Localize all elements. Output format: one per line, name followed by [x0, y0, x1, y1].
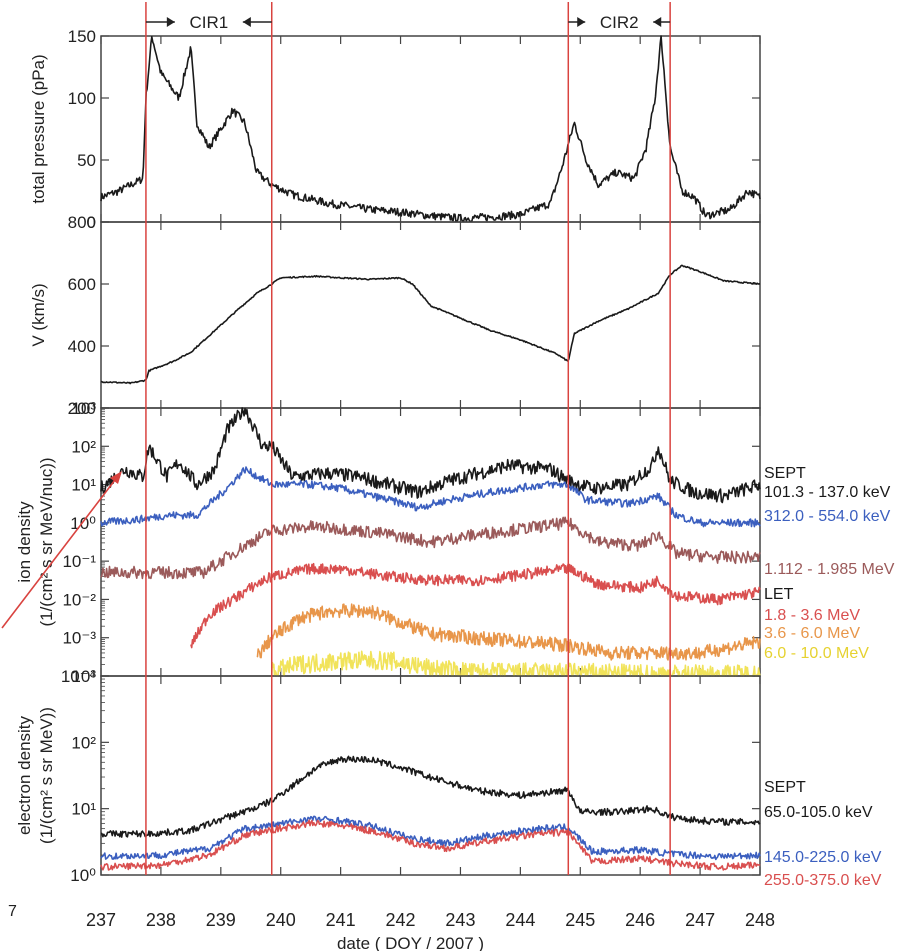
electron-series-label: 65.0-105.0 keV — [764, 804, 873, 821]
panel-electron: 10⁰ 10¹ 10² 10³ electron density (1/(cm² s sr… — [15, 667, 761, 885]
interval-cir2: CIR2 — [568, 13, 671, 32]
y-tick-label: 10³ — [71, 667, 96, 686]
series-line-electron-0 — [100, 755, 761, 838]
electron-series-label: 145.0-225.0 keV — [764, 849, 882, 866]
y-tick-label: 10⁻⁴ — [61, 667, 96, 686]
series-line-ion-1 — [100, 466, 761, 528]
x-tick-label: 238 — [146, 910, 176, 930]
series-line-ion-2 — [100, 516, 761, 580]
y-tick-label: 10² — [71, 437, 96, 456]
ion-series-label: SEPT — [764, 465, 806, 482]
y-axis-label-units: (1/(cm² s sr MeV)) — [37, 707, 56, 844]
panel-frame — [100, 675, 761, 876]
y-axis-label-units: (1/(cm² s sr MeV/nuc)) — [37, 457, 56, 626]
interval-arrowhead-left — [577, 17, 586, 27]
electron-series-label: 255.0-375.0 keV — [764, 872, 882, 889]
y-tick-label: 600 — [68, 275, 96, 294]
x-tick-label: 246 — [625, 910, 655, 930]
electron-series-label: SEPT — [764, 779, 806, 796]
panel-frame — [100, 221, 761, 409]
ion-series-label: 1.8 - 3.6 MeV — [764, 607, 860, 624]
x-tick-label: 237 — [86, 910, 116, 930]
x-tick-label: 239 — [206, 910, 236, 930]
annotation-arrowhead — [110, 471, 122, 484]
series-line-ion-4 — [256, 603, 761, 661]
y-tick-label: 10⁰ — [70, 866, 96, 885]
x-axis-title: date ( DOY / 2007 ) — [337, 934, 484, 951]
y-tick-label: 10¹ — [71, 800, 96, 819]
y-tick-label: 0 — [87, 213, 96, 232]
interval-arrowhead-left — [166, 17, 175, 27]
y-axis-label: total pressure (pPa) — [29, 54, 48, 203]
series-line-electron-2 — [100, 819, 761, 871]
ion-series-label: 312.0 - 554.0 keV — [764, 508, 891, 525]
y-tick-label: 200 — [68, 399, 96, 418]
ion-series-label: LET — [764, 586, 794, 603]
panel-velocity: 200 400 600 800 V (km/s) — [29, 213, 761, 418]
y-tick-label: 10² — [71, 733, 96, 752]
ion-series-label: 3.6 - 6.0 MeV — [764, 625, 860, 642]
annotation-arrow-line — [1, 475, 119, 629]
interval-label: CIR1 — [189, 13, 228, 32]
y-tick-label: 150 — [68, 27, 96, 46]
interval-label: CIR2 — [600, 13, 639, 32]
y-tick-label: 400 — [68, 337, 96, 356]
y-tick-label: 10⁻² — [62, 590, 96, 609]
series-line-pressure-0 — [100, 35, 761, 223]
stray-label: 7 — [8, 903, 17, 920]
y-tick-label: 10³ — [71, 399, 96, 418]
y-tick-label: 10¹ — [71, 476, 96, 495]
y-axis-label: V (km/s) — [29, 283, 48, 346]
series-line-ion-0 — [100, 407, 761, 504]
series-line-velocity-0 — [100, 264, 761, 385]
x-tick-label: 240 — [266, 910, 296, 930]
y-tick-label: 10⁰ — [70, 514, 96, 533]
ion-series-label: 1.112 - 1.985 MeV — [764, 561, 895, 578]
x-tick-label: 245 — [565, 910, 595, 930]
ion-series-label: 101.3 - 137.0 keV — [764, 484, 891, 501]
ion-series-label: 6.0 - 10.0 MeV — [764, 645, 869, 662]
series-line-ion-3 — [190, 562, 761, 649]
y-tick-label: 10⁻³ — [62, 629, 96, 648]
x-tick-label: 242 — [386, 910, 416, 930]
x-tick-label: 243 — [445, 910, 475, 930]
y-axis-label: electron density — [15, 715, 34, 835]
series-line-electron-1 — [100, 815, 761, 861]
x-tick-label: 244 — [505, 910, 535, 930]
interval-arrowhead-right — [242, 17, 251, 27]
panel-frame — [100, 35, 761, 223]
x-tick-label: 247 — [685, 910, 715, 930]
x-tick-label: 248 — [745, 910, 775, 930]
y-tick-label: 800 — [68, 213, 96, 232]
y-tick-label: 50 — [77, 151, 96, 170]
y-tick-label: 10⁻¹ — [62, 552, 96, 571]
panel-ion: 10⁻⁴ 10⁻³ 10⁻² 10⁻¹ 10⁰ 10¹ 10² 10³ ion density(… — [15, 399, 761, 686]
series-line-ion-5 — [270, 650, 761, 677]
interval-cir1: CIR1 — [145, 13, 272, 32]
panel-pressure: 0 50 100 150 total pressure (pPa) — [29, 27, 761, 232]
x-tick-label: 241 — [326, 910, 356, 930]
y-axis-label: ion density — [15, 501, 34, 583]
interval-arrowhead-right — [653, 17, 662, 27]
y-tick-label: 100 — [68, 89, 96, 108]
